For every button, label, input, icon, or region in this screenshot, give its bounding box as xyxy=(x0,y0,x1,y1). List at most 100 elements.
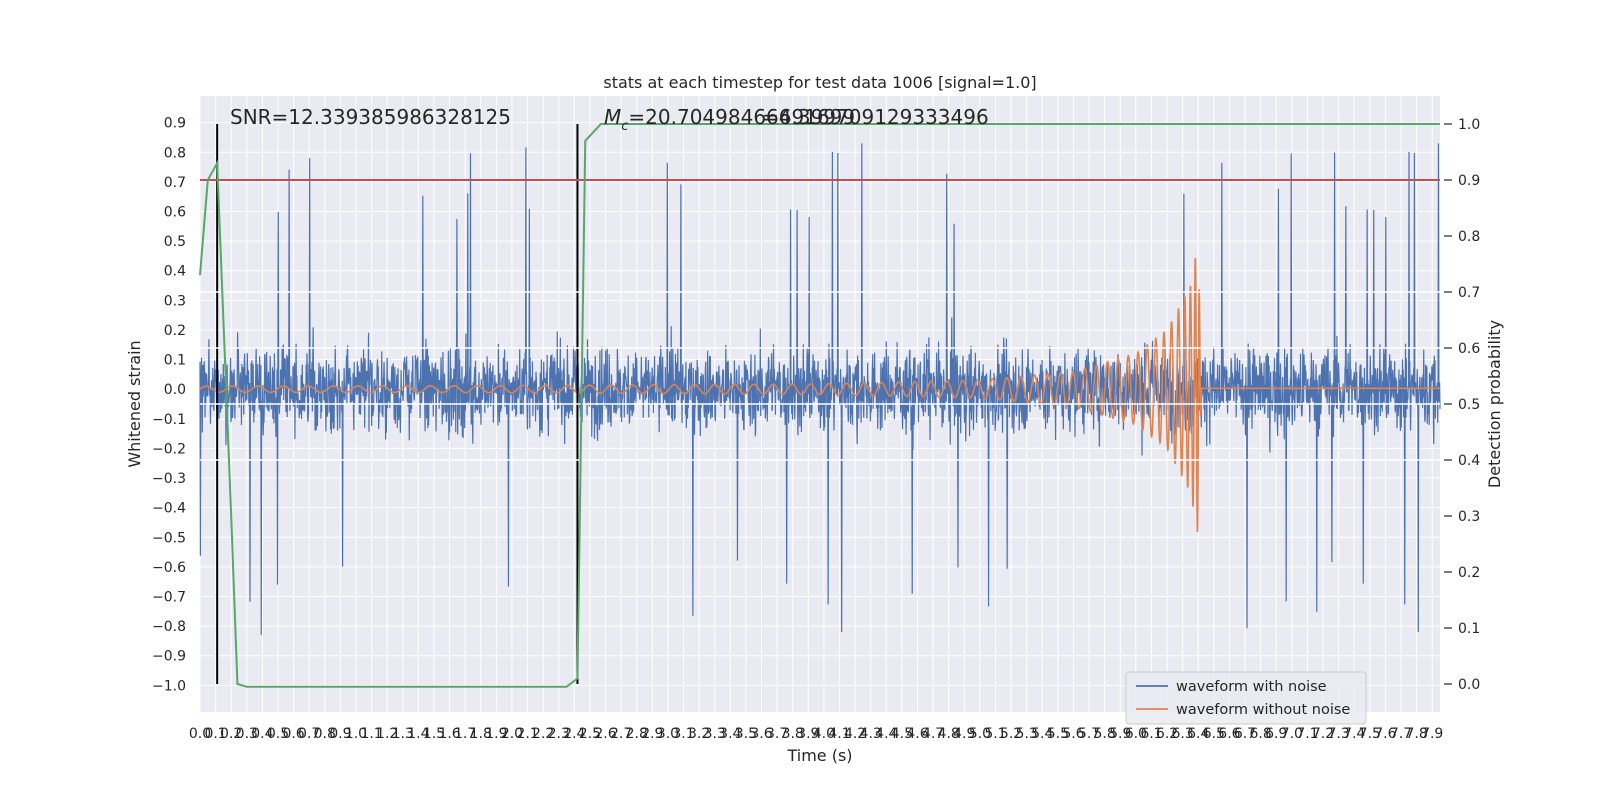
clean-series xyxy=(199,257,1440,533)
x-tick-label: 6.1 xyxy=(1140,726,1162,742)
x-tick-label: 7.9 xyxy=(1421,726,1443,742)
x-tick-label: 5.7 xyxy=(1078,726,1100,742)
x-tick-label: 1.3 xyxy=(392,726,414,742)
x-tick-label: 6.8 xyxy=(1249,726,1271,742)
mc-annotation: Mc=20.70498466491699 xyxy=(604,105,855,134)
x-tick-label: 0.9 xyxy=(329,726,351,742)
x-tick-label: 1.7 xyxy=(454,726,476,742)
x-tick-label: 3.9 xyxy=(797,726,819,742)
x-tick-label: 3.0 xyxy=(657,726,679,742)
x-tick-label: 6.6 xyxy=(1218,726,1240,742)
y-tick-label: 0.8 xyxy=(164,145,186,161)
x-tick-label: 1.4 xyxy=(407,726,429,742)
x-tick-label: 6.7 xyxy=(1234,726,1256,742)
x-tick-label: 2.6 xyxy=(594,726,616,742)
x-tick-label: 6.5 xyxy=(1203,726,1225,742)
y-tick-label: −0.5 xyxy=(152,530,186,546)
x-tick-label: 5.2 xyxy=(1000,726,1022,742)
x-tick-label: 7.5 xyxy=(1359,726,1381,742)
x-tick-label: 0.0 xyxy=(189,726,211,742)
x-tick-label: 0.7 xyxy=(298,726,320,742)
x-tick-label: 7.8 xyxy=(1405,726,1427,742)
x-tick-label: 2.0 xyxy=(501,726,523,742)
x-tick-label: 5.8 xyxy=(1094,726,1116,742)
y-tick-label: −0.4 xyxy=(152,501,186,517)
x-tick-label: 0.8 xyxy=(314,726,336,742)
legend-label-noise: waveform with noise xyxy=(1176,679,1327,695)
x-tick-label: 6.3 xyxy=(1172,726,1194,742)
x-tick-label: 5.0 xyxy=(969,726,991,742)
x-tick-label: 1.6 xyxy=(438,726,460,742)
y2-grid xyxy=(200,291,1440,461)
y2-tick-label: 0.9 xyxy=(1458,173,1480,189)
x-tick-label: 1.9 xyxy=(485,726,507,742)
y2-tick-label: 0.1 xyxy=(1458,621,1480,637)
y2-tick-label: 0.6 xyxy=(1458,341,1480,357)
y-tick-label: 0.7 xyxy=(164,175,186,191)
x-tick-label: 1.1 xyxy=(360,726,382,742)
y-axis: 0.9 0.8 0.7 0.6 0.5 0.4 0.3 0.2 0.1 0.0 −0.1 −0.2 −0… xyxy=(152,116,186,695)
y2-axis-title: Detection probability xyxy=(1485,320,1504,488)
x-tick-label: 0.1 xyxy=(204,726,226,742)
y2-tick-label: 0.0 xyxy=(1458,677,1480,693)
x-tick-label: 2.8 xyxy=(626,726,648,742)
y-tick-label: −0.9 xyxy=(152,649,186,665)
y2-tick-label: 0.5 xyxy=(1458,397,1480,413)
x-tick-label: 4.8 xyxy=(938,726,960,742)
x-tick-label: 4.0 xyxy=(813,726,835,742)
x-tick-label: 4.2 xyxy=(844,726,866,742)
x-tick-label: 7.6 xyxy=(1374,726,1396,742)
x-tick-label: 0.3 xyxy=(236,726,258,742)
x-tick-label: 7.1 xyxy=(1296,726,1318,742)
x-tick-label: 6.2 xyxy=(1156,726,1178,742)
probability-series xyxy=(199,123,1440,688)
y-tick-label: −0.6 xyxy=(152,560,186,576)
y2-tick-label: 1.0 xyxy=(1458,117,1480,133)
y-tick-label: 0.9 xyxy=(164,116,186,132)
x-tick-label: 2.3 xyxy=(548,726,570,742)
legend: waveform with noise waveform without noi… xyxy=(1125,671,1367,725)
y-tick-label: −0.2 xyxy=(152,441,186,457)
x-axis-title: Time (s) xyxy=(786,746,852,765)
x-tick-label: 0.5 xyxy=(267,726,289,742)
x-tick-label: 6.9 xyxy=(1265,726,1287,742)
x-axis: 0.00.10.20.30.40.50.60.70.80.91.01.11.21… xyxy=(189,726,1443,742)
x-tick-label: 5.9 xyxy=(1109,726,1131,742)
noise-series xyxy=(199,143,1441,635)
x-tick-label: 7.4 xyxy=(1343,726,1365,742)
snr-annotation: SNR=12.339385986328125 xyxy=(230,105,511,129)
x-tick-label: 0.6 xyxy=(282,726,304,742)
x-tick-label: 7.2 xyxy=(1312,726,1334,742)
x-tick-label: 4.3 xyxy=(860,726,882,742)
x-tick-label: 7.3 xyxy=(1327,726,1349,742)
x-tick-label: 4.5 xyxy=(891,726,913,742)
probability-line xyxy=(199,123,1440,688)
y2-tick-label: 0.7 xyxy=(1458,285,1480,301)
x-tick-label: 7.0 xyxy=(1281,726,1303,742)
x-tick-label: 5.5 xyxy=(1047,726,1069,742)
y-tick-label: 0.6 xyxy=(164,205,186,221)
clean-line xyxy=(199,257,1440,533)
x-tick-label: 1.0 xyxy=(345,726,367,742)
legend-box xyxy=(1125,671,1367,725)
y2-tick-label: 0.3 xyxy=(1458,509,1480,525)
y2-axis: 1.0 0.9 0.8 0.7 0.6 0.5 0.4 0.3 0.2 0.1 0.0 xyxy=(1444,117,1480,693)
x-tick-label: 5.3 xyxy=(1016,726,1038,742)
x-tick-label: 5.4 xyxy=(1031,726,1053,742)
x-tick-label: 6.0 xyxy=(1125,726,1147,742)
x-tick-label: 2.7 xyxy=(610,726,632,742)
x-tick-label: 5.1 xyxy=(984,726,1006,742)
y-tick-label: 0.5 xyxy=(164,234,186,250)
y-tick-label: 0.2 xyxy=(164,323,186,339)
x-tick-label: 5.6 xyxy=(1062,726,1084,742)
legend-label-clean: waveform without noise xyxy=(1176,702,1350,718)
x-tick-label: 2.1 xyxy=(516,726,538,742)
x-tick-label: 0.4 xyxy=(251,726,273,742)
mc-value: =20.70498466491699 xyxy=(628,105,855,129)
x-tick-label: 3.8 xyxy=(782,726,804,742)
y-tick-label: 0.1 xyxy=(164,353,186,369)
x-tick-label: 1.2 xyxy=(376,726,398,742)
x-tick-label: 3.5 xyxy=(735,726,757,742)
x-tick-label: 3.6 xyxy=(750,726,772,742)
x-tick-label: 3.3 xyxy=(704,726,726,742)
